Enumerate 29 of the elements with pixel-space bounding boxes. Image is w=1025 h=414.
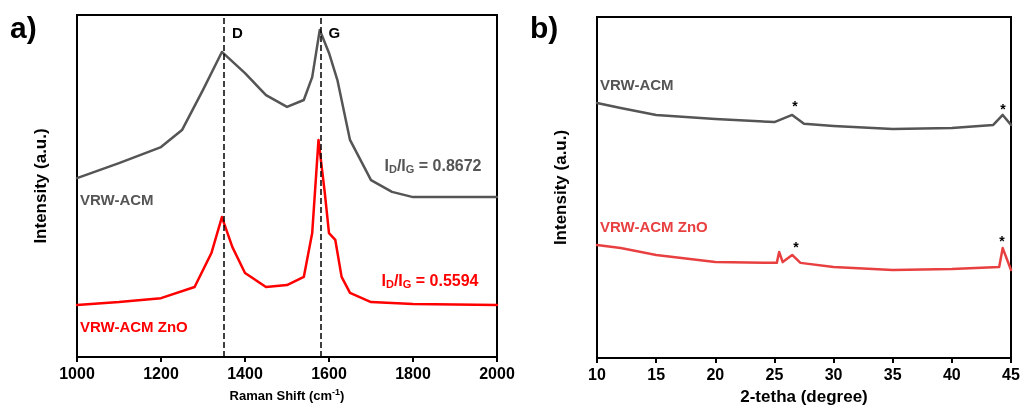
- annotation: *: [1000, 101, 1007, 117]
- y-axis-title: Intensity (a.u.): [550, 129, 570, 246]
- chart-title: a): [10, 10, 37, 44]
- x-tick-label: 45: [1002, 365, 1020, 383]
- ref-line-label: G: [328, 24, 341, 41]
- ref-line-label: D: [232, 24, 243, 41]
- x-tick-label: 30: [824, 365, 843, 383]
- series-label: VRW-ACM ZnO: [80, 318, 189, 336]
- x-tick-label: 40: [942, 365, 961, 383]
- annotation: *: [793, 239, 800, 255]
- series-label: VRW-ACM: [600, 75, 674, 93]
- x-tick-label: 20: [706, 365, 725, 383]
- x-tick-label: 25: [765, 365, 784, 383]
- x-tick-label: 1800: [395, 364, 431, 382]
- series-label: VRW-ACM: [80, 191, 154, 209]
- x-tick-label: 1000: [59, 364, 95, 382]
- annotation: *: [999, 233, 1006, 249]
- annotation: *: [792, 98, 799, 114]
- x-tick-label: 1400: [227, 364, 263, 382]
- x-tick-label: 15: [647, 365, 666, 383]
- x-tick-label: 1600: [311, 364, 347, 382]
- x-tick-label: 10: [588, 365, 606, 383]
- x-axis-title: 2-tetha (degree): [740, 387, 868, 406]
- y-axis-title: Intensity (a.u.): [30, 128, 50, 244]
- series-label: VRW-ACM ZnO: [600, 218, 709, 236]
- x-tick-label: 35: [883, 365, 902, 383]
- x-tick-label: 1200: [143, 364, 179, 382]
- x-tick-label: 2000: [479, 364, 515, 382]
- chart-title: b): [530, 10, 559, 44]
